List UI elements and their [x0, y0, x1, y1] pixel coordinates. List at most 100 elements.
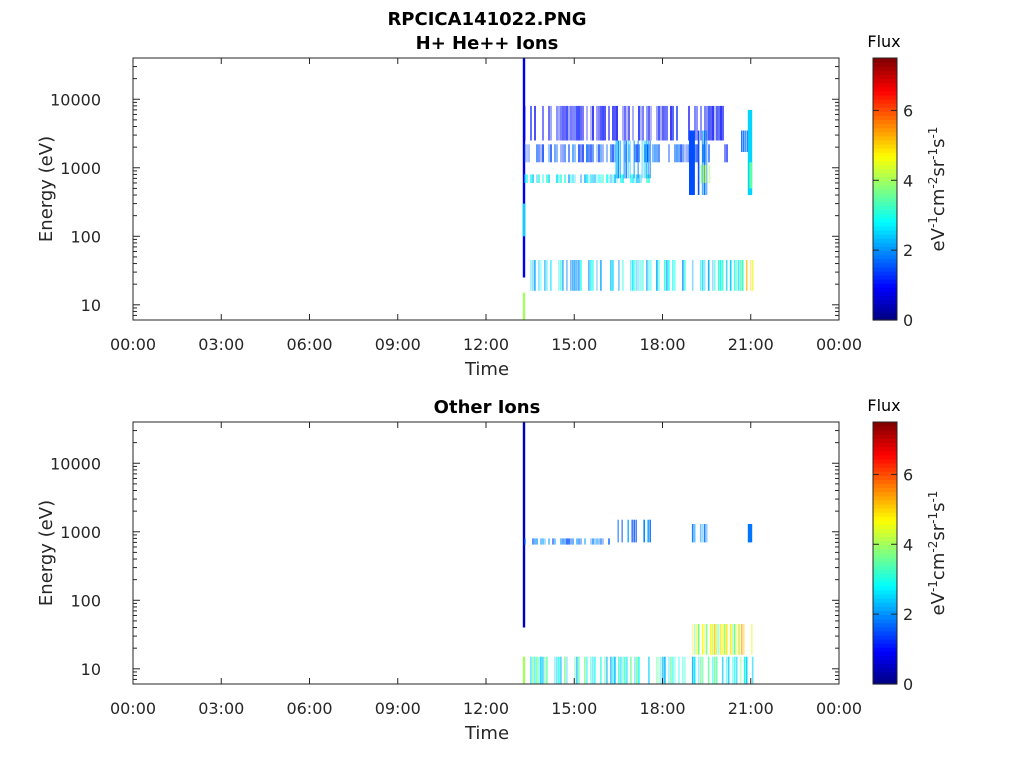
colorbar-swatch: [873, 458, 897, 464]
heatmap-cell: [713, 624, 716, 655]
heatmap-cell: [566, 260, 568, 291]
heatmap-cell: [590, 260, 592, 291]
colorbar-swatch: [873, 536, 897, 542]
heatmap-cell: [600, 538, 602, 545]
colorbar: Flux 0 2 4 6 eV-1cm-2sr-1s-1: [867, 396, 949, 694]
heatmap-cell: [614, 105, 616, 141]
heatmap-cell: [612, 144, 614, 163]
heatmap-cell: [652, 144, 654, 163]
heatmap-cell: [548, 538, 550, 545]
heatmap-cell: [721, 260, 724, 291]
heatmap-cell: [554, 538, 556, 545]
heatmap-cell: [622, 174, 624, 183]
heatmap-cell: [522, 422, 526, 628]
colorbar-swatch: [873, 119, 897, 125]
heatmap-cell: [647, 140, 649, 179]
heatmap-cell: [586, 174, 588, 183]
colorbar-swatch: [873, 176, 897, 182]
panel-title: H+ He++ Ions: [416, 33, 559, 54]
heatmap-cell: [672, 260, 674, 291]
heatmap-cell: [725, 656, 728, 684]
heatmap-cell: [697, 624, 700, 655]
colorbar-swatch: [873, 58, 897, 63]
colorbar-swatch: [873, 197, 897, 202]
colorbar-swatch: [873, 131, 897, 137]
heatmap-cell: [566, 656, 568, 684]
heatmap-cell: [743, 130, 745, 152]
heatmap-cell: [706, 105, 708, 141]
heatmap-cell: [612, 105, 614, 141]
x-tick-label: 15:00: [551, 699, 597, 718]
colorbar-swatch: [873, 274, 897, 280]
heatmap-cell: [640, 174, 642, 183]
colorbar-swatch: [873, 78, 897, 84]
heatmap-cell: [596, 144, 598, 163]
heatmap-cell: [564, 174, 566, 183]
heatmap-cell: [542, 144, 544, 163]
heatmap-cell: [570, 174, 572, 183]
colorbar-swatch: [873, 295, 897, 301]
heatmap-cell: [713, 260, 716, 291]
heatmap-cell: [658, 260, 660, 291]
colorbar-tick-label: 6: [903, 465, 913, 484]
heatmap-cell: [649, 519, 651, 543]
colorbar-swatch: [873, 303, 897, 309]
heatmap-cell: [548, 144, 550, 163]
heatmap-cell: [574, 656, 576, 684]
heatmap-cell: [619, 140, 621, 179]
heatmap-cell: [602, 105, 604, 141]
heatmap-cell: [546, 656, 548, 684]
heatmap-cell: [627, 519, 629, 543]
colorbar-swatch: [873, 516, 897, 521]
colorbar-swatch: [873, 507, 897, 513]
heatmap-cell: [610, 174, 612, 183]
heatmap-cell: [522, 58, 526, 278]
colorbar-swatch: [873, 667, 897, 673]
heatmap-cell: [623, 140, 625, 179]
heatmap-cell: [691, 624, 694, 655]
heatmap-cell: [558, 656, 560, 684]
heatmap-cell: [586, 144, 588, 163]
heatmap-cell: [558, 260, 560, 291]
colorbar-unit-label: eV-1cm-2sr-1s-1: [926, 491, 949, 616]
heatmap-cell: [564, 144, 566, 163]
heatmap-cell: [578, 144, 580, 163]
colorbar-swatch: [873, 491, 897, 497]
heatmap-cell: [632, 105, 634, 141]
heatmap-cell: [522, 292, 526, 320]
heatmap-cell: [540, 144, 542, 163]
heatmap-cell: [598, 174, 600, 183]
plot-frame: [132, 57, 840, 321]
colorbar-title: Flux: [867, 396, 900, 415]
heatmap-cell: [622, 105, 624, 141]
heatmap-cell: [718, 105, 720, 141]
heatmap-cell: [635, 519, 637, 543]
heatmap-cell: [646, 174, 648, 183]
heatmap-cell: [540, 538, 542, 545]
heatmap-cell: [616, 174, 618, 183]
heatmap-cell: [610, 260, 612, 291]
heatmap-cell: [700, 105, 702, 141]
heatmap-cell: [717, 260, 720, 291]
y-axis-label: Energy (eV): [36, 136, 57, 242]
colorbar-tick-label: 0: [903, 675, 913, 694]
heatmap-cell: [550, 105, 552, 141]
colorbar-swatch: [873, 467, 897, 472]
x-tick-label: 00:00: [816, 335, 862, 354]
heatmap-cell: [612, 656, 614, 684]
colorbar-swatch: [873, 557, 897, 562]
heatmap-cell: [598, 105, 600, 141]
heatmap-cell: [666, 105, 668, 141]
colorbar-swatch: [873, 266, 897, 272]
colorbar-swatch: [873, 593, 897, 599]
colorbar-swatch: [873, 610, 897, 615]
heatmap-cell: [658, 656, 660, 684]
heatmap-cell: [570, 105, 572, 141]
colorbar-swatch: [873, 283, 897, 288]
heatmap-cell: [695, 624, 698, 655]
heatmap-area: [522, 422, 754, 684]
heatmap-cell: [700, 164, 703, 183]
colorbar-tick-label: 0: [903, 311, 913, 330]
heatmap-cell: [701, 130, 704, 195]
y-axis: 10 100 1000 10000: [50, 421, 839, 685]
